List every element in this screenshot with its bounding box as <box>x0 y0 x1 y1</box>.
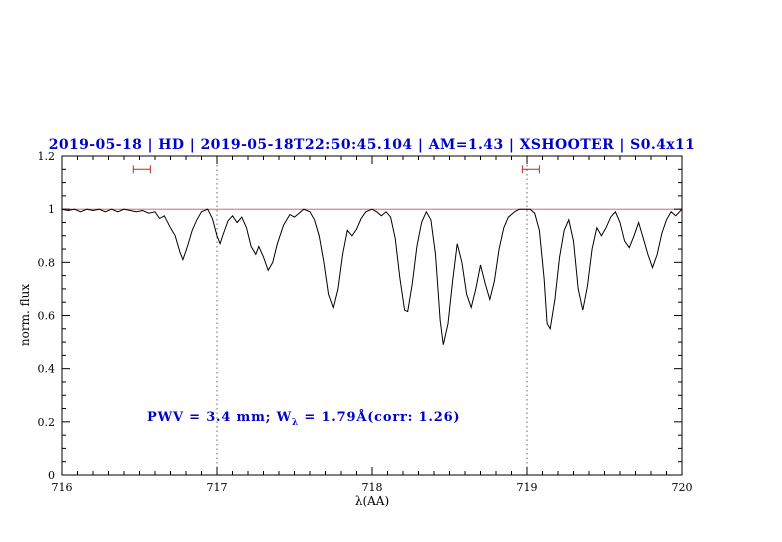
y-tick-label: 0.4 <box>38 363 56 376</box>
y-tick-label: 1.2 <box>38 150 56 163</box>
x-tick-label: 717 <box>207 481 228 494</box>
y-axis-label: norm. flux <box>18 283 32 347</box>
x-tick-label: 719 <box>517 481 538 494</box>
x-axis-label: λ(AA) <box>354 494 390 508</box>
y-tick-label: 0.8 <box>38 256 56 269</box>
y-tick-label: 1 <box>48 203 55 216</box>
pwv-annotation-sub: λ <box>291 417 300 428</box>
pwv-annotation: PWV = 3.4 mm; Wλ = 1.79Å(corr: 1.26) <box>147 410 460 428</box>
y-tick-label: 0.6 <box>38 310 56 323</box>
y-tick-label: 0 <box>48 469 55 482</box>
spectrum-line <box>61 208 683 345</box>
x-tick-label: 716 <box>52 481 73 494</box>
pwv-annotation-prefix: PWV = 3.4 mm; W <box>147 410 292 426</box>
x-tick-label: 718 <box>362 481 383 494</box>
plot-title: 2019-05-18 | HD | 2019-05-18T22:50:45.10… <box>48 137 696 153</box>
pwv-annotation-suffix: = 1.79Å(corr: 1.26) <box>299 410 461 426</box>
x-tick-label: 720 <box>672 481 693 494</box>
y-tick-label: 0.2 <box>38 416 56 429</box>
